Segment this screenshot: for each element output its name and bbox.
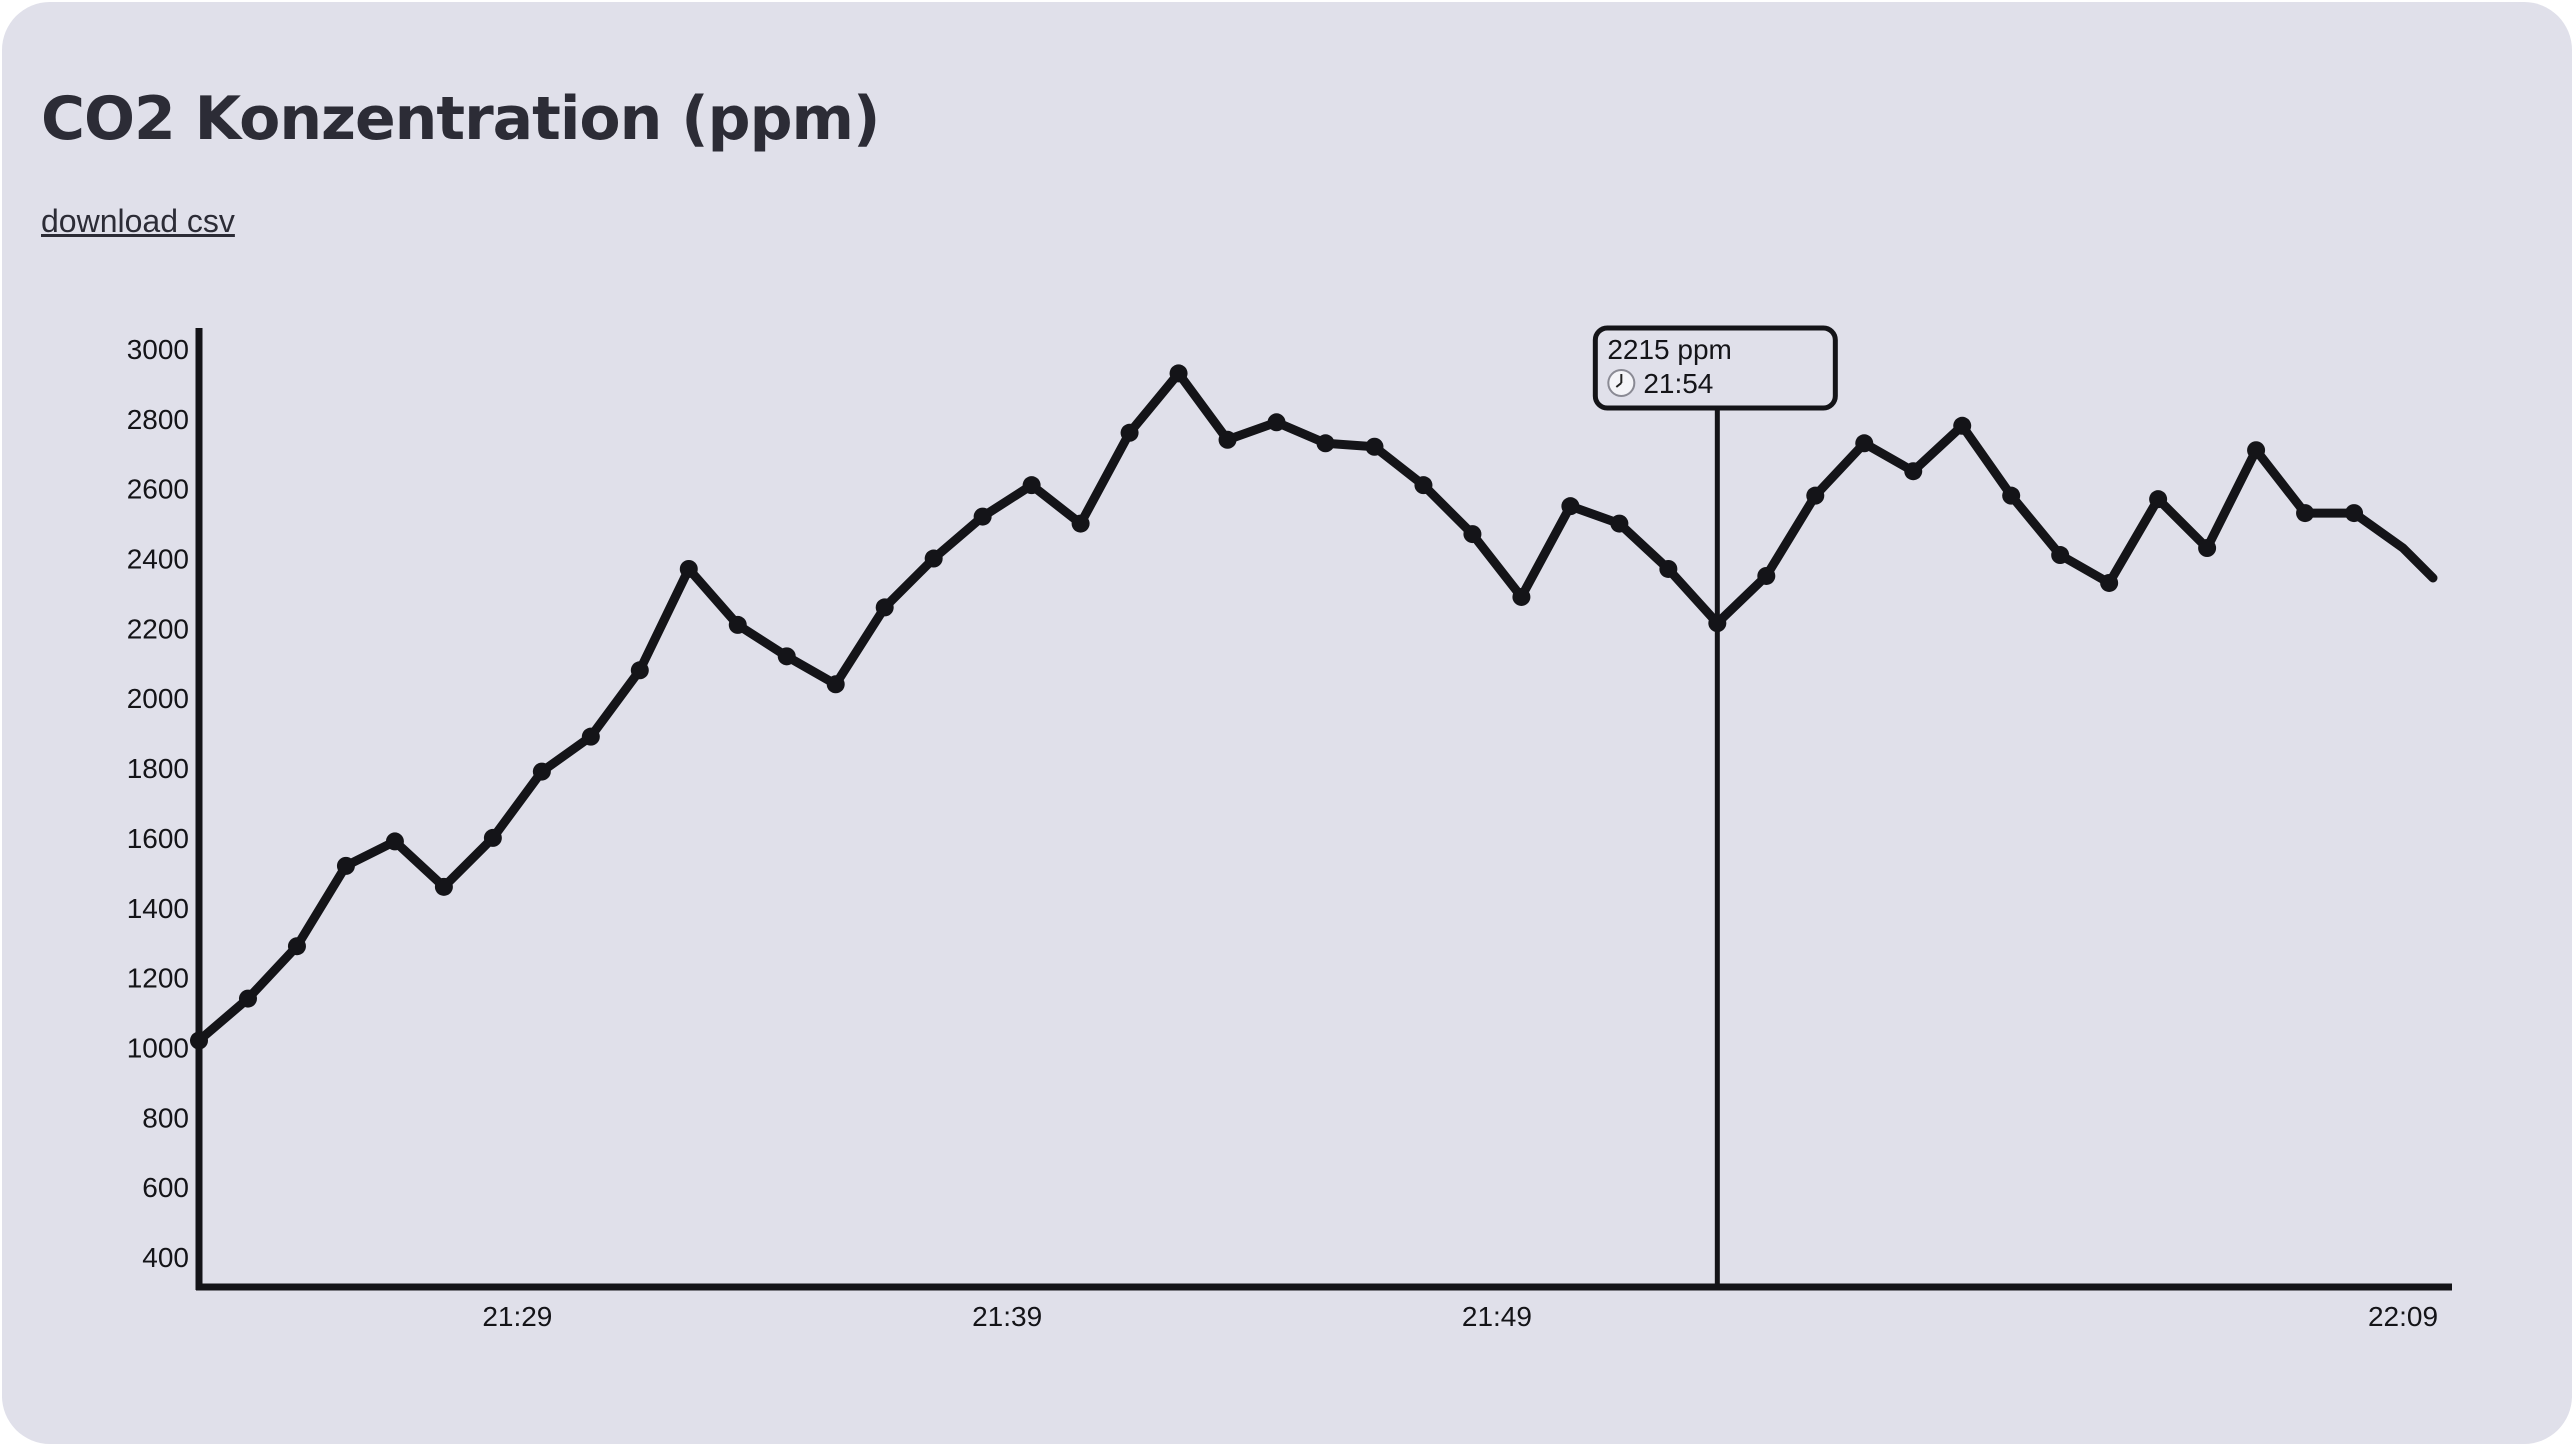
data-point [1610, 514, 1629, 533]
data-point [679, 559, 698, 578]
data-point [728, 615, 747, 634]
y-tick-label: 1600 [127, 823, 189, 854]
data-point [1414, 476, 1433, 495]
data-point [875, 598, 894, 617]
page-title: CO2 Konzentration (ppm) [41, 84, 880, 154]
data-point [1071, 514, 1090, 533]
chart-axes [195, 328, 2452, 1291]
data-point [336, 856, 355, 875]
data-point [1757, 566, 1776, 585]
data-point [1267, 413, 1286, 432]
data-point [2002, 486, 2021, 505]
data-point [1953, 416, 1972, 435]
data-point [2198, 539, 2217, 558]
y-tick-label: 2200 [127, 613, 189, 644]
clock-icon [1607, 369, 1636, 397]
clock-hand-minute [1615, 382, 1622, 388]
y-tick-label: 3000 [127, 334, 189, 365]
y-tick-label: 1000 [127, 1032, 189, 1063]
data-point [1120, 423, 1139, 442]
data-point [777, 647, 796, 666]
data-point [1904, 462, 1923, 481]
data-point [1365, 437, 1384, 456]
data-point [630, 661, 649, 680]
series-co2 [190, 364, 2438, 1050]
download-csv-link[interactable]: download csv [41, 203, 235, 239]
x-axis-ticks: 21:29 21:39 21:49 22:09 [482, 1301, 2438, 1332]
data-point [2149, 490, 2168, 509]
x-tick-label: 21:49 [1462, 1301, 1532, 1332]
data-point [2051, 546, 2070, 565]
x-tick-label: 21:39 [972, 1301, 1042, 1332]
data-point [532, 762, 551, 781]
tooltip-box [1592, 325, 1838, 411]
y-tick-label: 2800 [127, 404, 189, 435]
data-point [924, 549, 943, 568]
data-point [2296, 504, 2315, 523]
x-tick-label: 22:09 [2368, 1301, 2438, 1332]
tooltip-value: 2215 ppm [1607, 334, 1732, 365]
y-axis-ticks: 400 600 800 1000 1200 1400 1600 1800 2000 2200 240… [127, 334, 189, 1273]
data-point [287, 937, 306, 956]
series-line [194, 368, 2438, 1045]
data-point [2345, 504, 2364, 523]
data-point [1659, 559, 1678, 578]
data-point [483, 828, 502, 847]
data-point [1169, 364, 1188, 383]
data-point [1022, 476, 1041, 495]
data-point [826, 675, 845, 694]
x-tick-label: 21:29 [482, 1301, 552, 1332]
data-point [973, 507, 992, 526]
data-point [1855, 434, 1874, 453]
data-point [1512, 587, 1531, 606]
data-point [434, 877, 453, 896]
y-tick-label: 1400 [127, 893, 189, 924]
data-point [385, 832, 404, 851]
data-point [1463, 525, 1482, 544]
data-point [2100, 573, 2119, 592]
data-point [190, 1031, 208, 1050]
y-tick-label: 2000 [127, 683, 189, 714]
data-point [1218, 430, 1237, 449]
data-point [581, 727, 600, 746]
data-point [1561, 497, 1580, 516]
tooltip-time: 21:54 [1643, 368, 1713, 399]
data-point [1806, 486, 1825, 505]
y-tick-label: 400 [142, 1242, 189, 1273]
data-point [1316, 434, 1335, 453]
y-tick-label: 2400 [127, 544, 189, 575]
y-tick-label: 1800 [127, 753, 189, 784]
y-tick-label: 1200 [127, 963, 189, 994]
data-point [238, 989, 257, 1008]
y-tick-label: 800 [142, 1102, 189, 1133]
data-point [2247, 441, 2266, 460]
y-tick-label: 600 [142, 1172, 189, 1203]
y-tick-label: 2600 [127, 474, 189, 505]
